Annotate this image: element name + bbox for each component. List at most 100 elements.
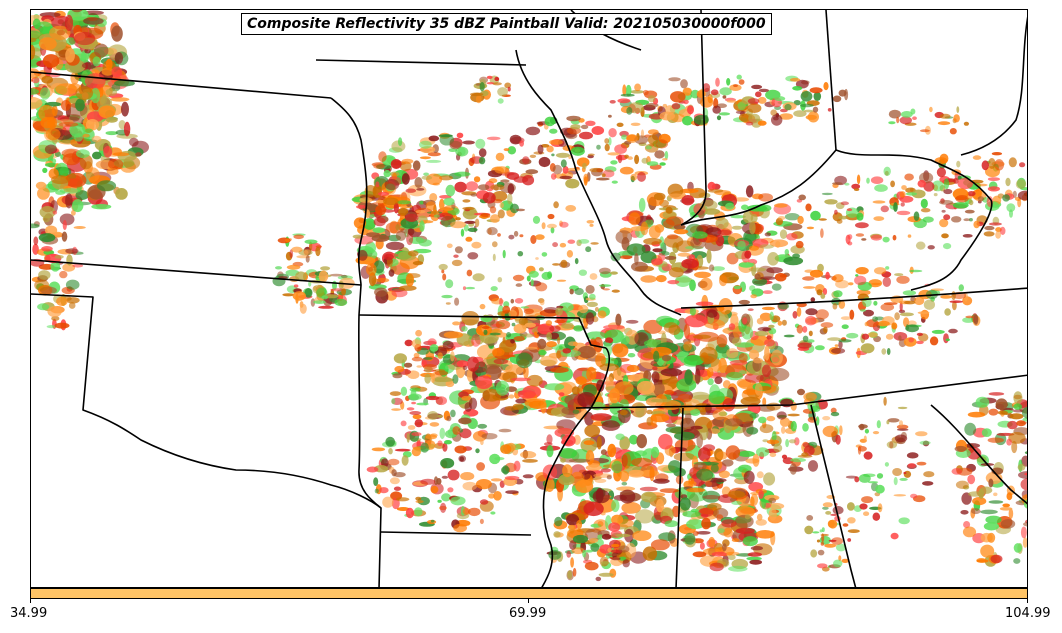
reflectivity-blob — [769, 452, 777, 458]
reflectivity-blob — [385, 436, 396, 447]
reflectivity-blob — [715, 77, 720, 87]
reflectivity-blob — [834, 209, 838, 215]
reflectivity-blob — [668, 77, 681, 82]
reflectivity-blob — [652, 366, 658, 371]
reflectivity-blob — [956, 106, 960, 113]
reflectivity-blob — [376, 277, 390, 283]
reflectivity-blob — [880, 205, 889, 213]
reflectivity-blob — [446, 415, 452, 422]
reflectivity-blob — [817, 549, 825, 556]
reflectivity-blob — [135, 152, 142, 157]
reflectivity-blob — [972, 155, 982, 160]
reflectivity-blob — [541, 222, 546, 230]
reflectivity-blob — [797, 388, 805, 396]
reflectivity-blob — [65, 193, 73, 209]
reflectivity-blob — [625, 84, 632, 97]
reflectivity-blob — [764, 338, 775, 347]
reflectivity-blob — [735, 506, 755, 518]
reflectivity-blob — [503, 148, 510, 152]
reflectivity-blob — [846, 208, 853, 212]
reflectivity-blob — [396, 200, 411, 205]
reflectivity-blob — [589, 167, 604, 173]
reflectivity-blob — [304, 288, 313, 298]
reflectivity-blob — [964, 422, 977, 436]
reflectivity-blob — [630, 90, 644, 94]
reflectivity-blob — [611, 557, 621, 561]
reflectivity-blob — [555, 152, 570, 158]
reflectivity-blob — [713, 507, 729, 519]
reflectivity-blob — [401, 173, 410, 185]
reflectivity-blob — [987, 532, 996, 543]
reflectivity-blob — [834, 344, 839, 347]
reflectivity-blob — [761, 364, 772, 378]
reflectivity-blob — [830, 544, 838, 547]
reflectivity-blob — [472, 431, 487, 442]
reflectivity-blob — [635, 403, 645, 418]
reflectivity-blob — [693, 462, 707, 471]
reflectivity-blob — [913, 296, 925, 306]
reflectivity-blob — [876, 420, 881, 429]
reflectivity-blob — [745, 458, 760, 464]
reflectivity-blob — [535, 234, 545, 240]
reflectivity-blob — [84, 48, 91, 54]
reflectivity-blob — [830, 411, 840, 417]
reflectivity-blob — [646, 161, 659, 167]
reflectivity-blob — [71, 10, 83, 13]
reflectivity-blob — [725, 418, 743, 427]
reflectivity-blob — [664, 150, 669, 160]
reflectivity-blob — [419, 156, 431, 160]
reflectivity-blob — [602, 288, 610, 291]
reflectivity-blob — [939, 200, 954, 205]
reflectivity-blob — [815, 309, 829, 320]
reflectivity-blob — [768, 324, 775, 329]
reflectivity-blob — [653, 192, 666, 201]
reflectivity-blob — [756, 318, 764, 325]
reflectivity-blob — [773, 116, 779, 121]
reflectivity-blob — [553, 531, 561, 538]
reflectivity-blob — [305, 255, 310, 263]
reflectivity-blob — [574, 258, 579, 265]
reflectivity-blob — [561, 322, 574, 329]
reflectivity-blob — [681, 258, 699, 269]
reflectivity-blob — [815, 345, 825, 351]
reflectivity-blob — [890, 180, 895, 188]
reflectivity-blob — [458, 417, 472, 425]
reflectivity-blob — [784, 249, 789, 256]
reflectivity-blob — [859, 503, 868, 510]
reflectivity-blob — [755, 519, 767, 526]
reflectivity-blob — [507, 146, 517, 155]
reflectivity-blob — [820, 228, 824, 239]
reflectivity-blob — [522, 474, 534, 479]
reflectivity-blob — [68, 302, 76, 309]
reflectivity-blob — [738, 299, 750, 305]
reflectivity-blob — [500, 179, 510, 183]
reflectivity-blob — [919, 129, 930, 133]
reflectivity-blob — [762, 439, 769, 443]
reflectivity-blob — [40, 117, 56, 129]
reflectivity-blob — [562, 166, 569, 174]
reflectivity-blob — [420, 442, 429, 453]
reflectivity-blob — [662, 103, 668, 108]
reflectivity-blob — [597, 534, 604, 540]
reflectivity-blob — [385, 221, 405, 234]
reflectivity-blob — [497, 98, 504, 104]
reflectivity-blob — [690, 425, 703, 430]
reflectivity-blob — [405, 188, 417, 193]
reflectivity-blob — [893, 494, 907, 497]
reflectivity-blob — [696, 433, 703, 448]
reflectivity-blob — [822, 502, 833, 508]
reflectivity-blob — [619, 409, 628, 416]
reflectivity-blob — [587, 153, 595, 156]
reflectivity-blob — [590, 543, 600, 552]
reflectivity-blob — [983, 522, 1000, 531]
reflectivity-blob — [601, 173, 606, 177]
reflectivity-blob — [423, 172, 429, 176]
reflectivity-blob — [58, 122, 79, 127]
reflectivity-blob — [507, 193, 513, 205]
reflectivity-blob — [634, 253, 639, 266]
reflectivity-blob — [968, 199, 974, 206]
reflectivity-blob — [566, 115, 581, 122]
reflectivity-blob — [416, 365, 423, 368]
reflectivity-blob — [666, 234, 679, 240]
reflectivity-blob — [558, 392, 565, 397]
